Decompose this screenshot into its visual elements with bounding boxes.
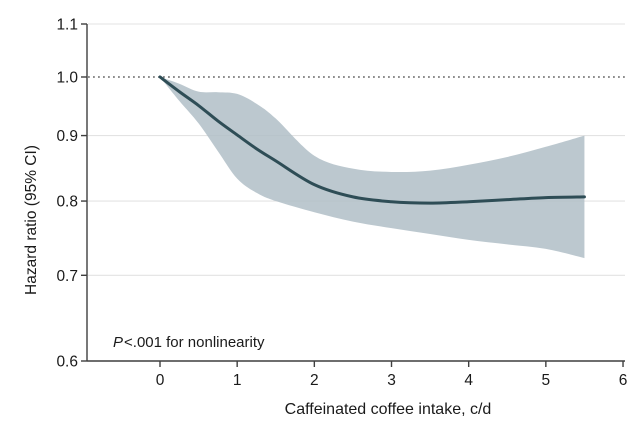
y-axis-title: Hazard ratio (95% CI): [23, 145, 40, 295]
x-tick-label: 6: [619, 372, 628, 389]
x-axis-title: Caffeinated coffee intake, c/d: [285, 401, 492, 418]
x-tick-label: 5: [542, 372, 551, 389]
x-tick-label: 2: [310, 372, 319, 389]
y-tick-label: 0.9: [56, 128, 78, 145]
confidence-band-layer: [160, 76, 585, 259]
nonlinearity-annotation: P<.001 for nonlinearity: [113, 334, 265, 351]
y-tick-label: 1.1: [56, 17, 78, 34]
y-tick-label: 0.7: [56, 268, 78, 285]
x-tick-label: 3: [387, 372, 396, 389]
annotation-p-symbol: P: [113, 334, 123, 351]
y-tick-label: 0.8: [56, 194, 78, 211]
hazard-curve-layer: [158, 75, 586, 205]
y-tick-label: 1.0: [56, 69, 78, 86]
axes-layer: [81, 23, 625, 367]
x-tick-label: 0: [156, 372, 165, 389]
x-tick-label: 4: [464, 372, 473, 389]
annotation-text: <.001 for nonlinearity: [124, 334, 265, 351]
confidence-band: [160, 76, 585, 259]
hazard-ratio-curve: [158, 75, 586, 205]
x-tick-label: 1: [233, 372, 242, 389]
tick-labels-layer: 1.1 1.0 0.9 0.8 0.7 0.6 0 1 2 3 4 5 6: [56, 17, 627, 390]
y-tick-label: 0.6: [56, 354, 78, 371]
